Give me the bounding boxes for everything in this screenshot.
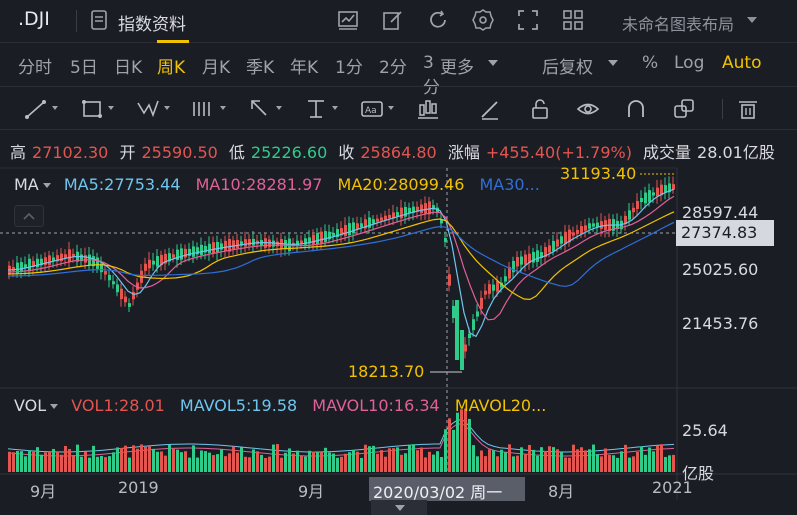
measure-tool-icon[interactable] bbox=[304, 97, 328, 121]
grid-icon[interactable] bbox=[562, 9, 584, 31]
open-value: 25590.50 bbox=[141, 143, 218, 162]
low-value: 25226.60 bbox=[250, 143, 328, 162]
adjust-selector[interactable]: 后复权 bbox=[542, 58, 593, 78]
chevron-down-icon[interactable] bbox=[608, 60, 618, 66]
y-axis-label: 21453.76 bbox=[682, 314, 759, 333]
tab-daily[interactable]: 日K bbox=[114, 58, 143, 78]
divider bbox=[722, 99, 723, 119]
svg-text:Aa: Aa bbox=[365, 106, 377, 116]
high-label: 高 bbox=[10, 143, 27, 162]
chevron-down-icon[interactable] bbox=[488, 60, 498, 66]
arrow-tool-icon[interactable] bbox=[248, 97, 272, 121]
tab-1min[interactable]: 1分 bbox=[335, 58, 363, 78]
vol-axis-label: 25.64 bbox=[682, 421, 728, 440]
crosshair-date-label: 2020/03/02 周一 bbox=[369, 477, 525, 502]
ma30-value: MA30... bbox=[479, 175, 540, 194]
mavol5-value: MAVOL5:19.58 bbox=[179, 396, 298, 415]
wave-tool-icon[interactable] bbox=[136, 97, 160, 121]
x-axis-label: 9月 bbox=[298, 482, 325, 501]
drawing-toolbar: Aa bbox=[0, 86, 797, 130]
tab-quarterly[interactable]: 季K bbox=[246, 58, 275, 78]
tab-5day[interactable]: 5日 bbox=[70, 58, 98, 78]
pen-icon[interactable] bbox=[478, 97, 502, 121]
current-price-tag: 27374.83 bbox=[676, 220, 774, 246]
x-axis-label: 8月 bbox=[548, 482, 575, 501]
edit-icon[interactable] bbox=[382, 9, 404, 31]
tab-monthly[interactable]: 月K bbox=[202, 58, 231, 78]
ma-legend: MA MA5:27753.44 MA10:28281.97 MA20:28099… bbox=[14, 175, 550, 194]
document-icon[interactable] bbox=[91, 10, 107, 30]
rect-tool-icon[interactable] bbox=[80, 97, 104, 121]
ticker-symbol[interactable]: .DJI bbox=[18, 8, 50, 30]
ma-indicator-name[interactable]: MA bbox=[14, 175, 39, 194]
high-marker-label: 31193.40 bbox=[560, 164, 637, 183]
low-marker-label: 18213.70 bbox=[348, 362, 425, 381]
auto-toggle[interactable]: Auto bbox=[722, 53, 762, 73]
collapse-button[interactable] bbox=[14, 205, 44, 227]
bars-tool-icon[interactable] bbox=[190, 97, 214, 121]
tab-more[interactable]: 更多 bbox=[440, 58, 474, 78]
tab-weekly[interactable]: 周K bbox=[157, 58, 186, 78]
tab-3min[interactable]: 3分 bbox=[423, 53, 439, 98]
log-toggle[interactable]: Log bbox=[674, 53, 705, 73]
chevron-down-icon[interactable] bbox=[50, 404, 59, 409]
trash-icon[interactable] bbox=[736, 97, 760, 121]
chevron-down-icon[interactable] bbox=[42, 183, 51, 188]
ma10-value: MA10:28281.97 bbox=[195, 175, 323, 194]
layout-selector[interactable]: 未命名图表布局 bbox=[622, 15, 735, 34]
y-axis-label: 28597.44 bbox=[682, 203, 759, 222]
volume-label: 成交量 bbox=[643, 143, 692, 162]
lock-icon[interactable] bbox=[528, 97, 552, 121]
divider bbox=[76, 10, 77, 32]
text-tool-icon[interactable]: Aa bbox=[360, 97, 384, 121]
close-label: 收 bbox=[338, 143, 355, 162]
indicator-icon[interactable] bbox=[416, 97, 440, 121]
mavol20-value: MAVOL20... bbox=[454, 396, 547, 415]
close-value: 25864.80 bbox=[360, 143, 437, 162]
change-label: 涨幅 bbox=[447, 143, 480, 162]
low-label: 低 bbox=[228, 143, 245, 162]
vol1-value: VOL1:28.01 bbox=[71, 396, 165, 415]
mavol10-value: MAVOL10:16.34 bbox=[312, 396, 440, 415]
volume-value: 28.01亿股 bbox=[697, 143, 775, 162]
chevron-down-icon[interactable] bbox=[395, 505, 405, 511]
fullscreen-icon[interactable] bbox=[517, 9, 539, 31]
top-bar: .DJI 指数资料 未命名图表布局 bbox=[0, 0, 797, 42]
x-axis-label: 2021 bbox=[652, 478, 693, 497]
ma5-value: MA5:27753.44 bbox=[63, 175, 181, 194]
settings-icon[interactable] bbox=[472, 9, 494, 31]
tab-yearly[interactable]: 年K bbox=[290, 58, 319, 78]
line-tool-icon[interactable] bbox=[24, 97, 48, 121]
period-bar: 分时 5日 日K 周K 月K 季K 年K 1分 2分 3分 更多 后复权 % L… bbox=[0, 42, 797, 98]
copy-icon[interactable] bbox=[672, 97, 696, 121]
vol-legend: VOL VOL1:28.01 MAVOL5:19.58 MAVOL10:16.3… bbox=[14, 396, 556, 415]
y-axis-label: 25025.60 bbox=[682, 260, 759, 279]
index-info-link[interactable]: 指数资料 bbox=[118, 15, 186, 35]
high-value: 27102.30 bbox=[32, 143, 109, 162]
tab-2min[interactable]: 2分 bbox=[379, 58, 407, 78]
quote-line: 高 27102.30 开 25590.50 低 25226.60 收 25864.80 … bbox=[10, 139, 781, 163]
vol-indicator-name[interactable]: VOL bbox=[14, 396, 47, 415]
x-axis-label: 9月 bbox=[30, 482, 57, 501]
eye-icon[interactable] bbox=[576, 97, 600, 121]
vol-unit-label: 亿股 bbox=[682, 464, 715, 483]
active-tab-underline bbox=[157, 40, 189, 43]
tab-intraday[interactable]: 分时 bbox=[18, 58, 52, 78]
refresh-icon[interactable] bbox=[427, 9, 449, 31]
change-value: +455.40(+1.79%) bbox=[485, 143, 632, 162]
ma20-value: MA20:28099.46 bbox=[337, 175, 465, 194]
magnet-icon[interactable] bbox=[624, 97, 648, 121]
percent-toggle[interactable]: % bbox=[642, 53, 659, 73]
x-axis-label: 2019 bbox=[118, 478, 159, 497]
chevron-down-icon[interactable] bbox=[747, 17, 757, 23]
chart-icon[interactable] bbox=[337, 9, 359, 31]
open-label: 开 bbox=[119, 143, 136, 162]
